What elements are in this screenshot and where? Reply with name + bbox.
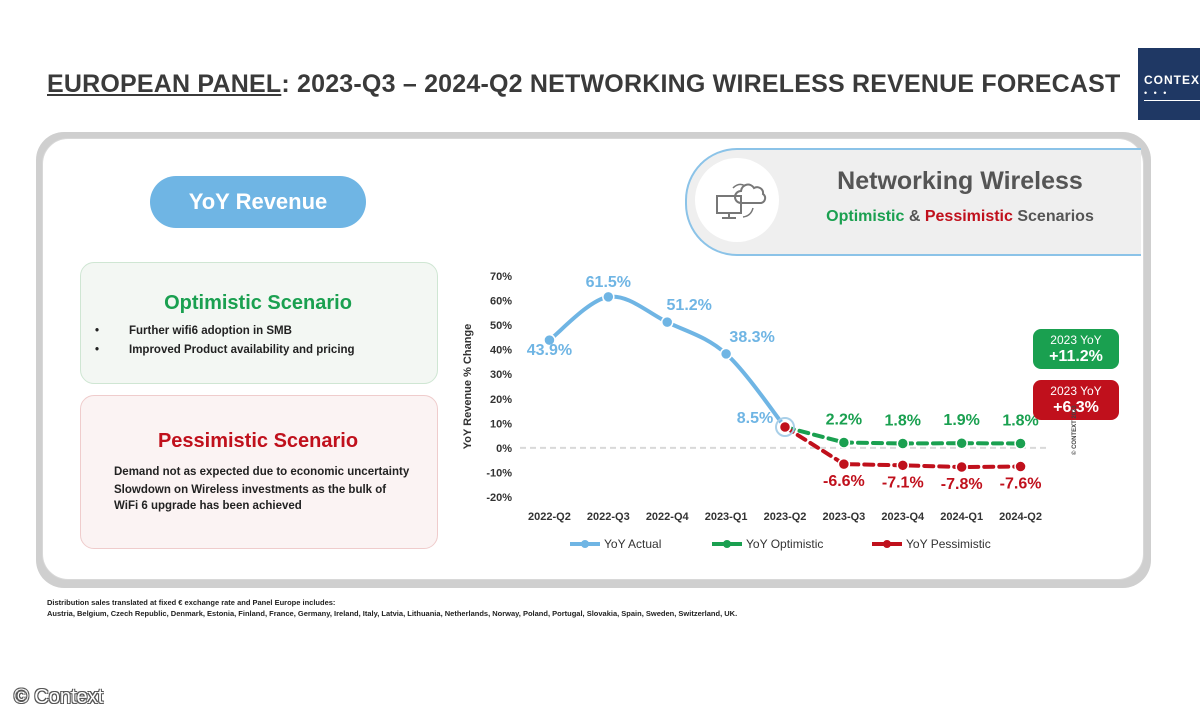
data-point	[955, 460, 968, 474]
x-tick-label: 2023-Q4	[881, 511, 925, 523]
legend-marker	[581, 540, 589, 548]
legend-marker	[723, 540, 731, 548]
data-point	[1014, 460, 1027, 473]
data-label: 1.9%	[943, 412, 979, 429]
pessimistic-2023-value: +6.3%	[1053, 399, 1099, 416]
data-label: 1.8%	[885, 412, 921, 429]
data-label: -7.6%	[1000, 476, 1042, 493]
footnote-line-2: Austria, Belgium, Czech Republic, Denmar…	[47, 609, 738, 618]
bullet-icon: •	[95, 325, 100, 337]
x-tick-label: 2024-Q2	[999, 511, 1042, 523]
x-tick-label: 2022-Q2	[528, 511, 571, 523]
page-title-rest: : 2023-Q3 – 2024-Q2 NETWORKING WIRELESS …	[281, 70, 1121, 98]
x-tick-label: 2023-Q3	[822, 511, 865, 523]
data-label: 2.2%	[826, 411, 862, 428]
footnote-line-1: Distribution sales translated at fixed €…	[47, 598, 336, 607]
pessimistic-bullet: Slowdown on Wireless investments as the …	[114, 484, 387, 496]
legend-label: YoY Actual	[604, 537, 661, 551]
pessimistic-bullet: Demand not as expected due to economic u…	[114, 466, 410, 478]
data-label: 38.3%	[729, 329, 774, 346]
data-label: -7.8%	[941, 476, 983, 493]
pessimistic-bullet: WiFi 6 upgrade has been achieved	[114, 500, 302, 512]
optimistic-2023-yoy-box: 2023 YoY +11.2%	[1033, 329, 1119, 369]
data-point	[896, 459, 910, 472]
y-tick-label: 60%	[490, 296, 512, 308]
optimistic-scenario-title: Optimistic Scenario	[164, 292, 352, 314]
context-watermark: © Context	[14, 686, 104, 708]
optimistic-scenario-box	[80, 262, 438, 384]
x-tick-label: 2022-Q4	[646, 511, 690, 523]
data-label: 1.8%	[1002, 412, 1038, 429]
optimistic-bullet-text: Further wifi6 adoption in SMB	[129, 325, 292, 337]
legend-label: YoY Optimistic	[746, 537, 823, 551]
yoy-revenue-pill: YoY Revenue	[150, 176, 366, 228]
x-tick-label: 2024-Q1	[940, 511, 983, 523]
data-point	[1014, 437, 1027, 450]
junction-ring	[775, 417, 795, 438]
y-tick-label: 0%	[496, 443, 512, 455]
logo-rule	[1144, 100, 1200, 101]
y-tick-label: -10%	[486, 467, 512, 479]
page-title-underlined: EUROPEAN PANEL	[47, 70, 282, 98]
x-tick-label: 2023-Q2	[764, 511, 807, 523]
data-label: 8.5%	[737, 410, 773, 427]
optimistic-bullet: • Improved Product availability and prici…	[95, 344, 355, 356]
product-title: Networking Wireless	[837, 167, 1083, 195]
y-tick-label: 70%	[490, 271, 512, 283]
data-point	[837, 436, 851, 449]
data-point	[955, 436, 968, 450]
x-tick-label: 2022-Q3	[587, 511, 630, 523]
data-point	[602, 290, 615, 304]
logo-dots-icon: • • •	[1144, 88, 1169, 98]
pessimistic-2023-label: 2023 YoY	[1050, 384, 1102, 398]
data-point	[837, 457, 851, 471]
pessimistic-scenario-title: Pessimistic Scenario	[157, 430, 359, 452]
y-tick-label: 20%	[490, 394, 512, 406]
y-tick-label: 50%	[490, 320, 512, 332]
subtitle-optimistic: Optimistic	[826, 208, 905, 225]
data-point	[543, 333, 556, 347]
y-axis-label: YoY Revenue % Change	[462, 324, 474, 450]
x-tick-label: 2023-Q1	[705, 511, 748, 523]
context-logo: CONTEXT • • •	[1138, 48, 1200, 120]
data-label: -7.1%	[882, 474, 924, 491]
subtitle-amp: &	[904, 208, 925, 225]
data-label: 61.5%	[586, 274, 631, 291]
data-point	[896, 437, 910, 450]
optimistic-bullet-text: Improved Product availability and pricin…	[129, 344, 355, 356]
optimistic-bullet: • Further wifi6 adoption in SMB	[95, 325, 292, 337]
y-tick-label: -20%	[486, 492, 512, 504]
data-point	[778, 420, 792, 434]
y-tick-label: 40%	[490, 345, 512, 357]
chart-copyright: © CONTEXT 2023	[1072, 405, 1078, 455]
legend-label: YoY Pessimistic	[906, 537, 991, 551]
product-subtitle: Optimistic & Pessimistic Scenarios	[790, 208, 1130, 226]
y-tick-label: 30%	[490, 369, 512, 381]
data-label: 43.9%	[527, 342, 572, 359]
data-point	[719, 347, 733, 361]
pessimistic-scenario-box	[80, 395, 438, 549]
networking-icon	[695, 158, 779, 242]
page-title: EUROPEAN PANEL: 2023-Q3 – 2024-Q2 NETWOR…	[47, 70, 1120, 99]
optimistic-2023-value: +11.2%	[1049, 348, 1103, 365]
legend-marker	[883, 540, 891, 548]
data-label: 51.2%	[667, 297, 712, 314]
data-label: -6.6%	[823, 473, 865, 490]
data-point	[660, 315, 674, 329]
subtitle-pessimistic: Pessimistic	[924, 208, 1013, 225]
logo-text: CONTEXT	[1144, 73, 1200, 87]
optimistic-2023-label: 2023 YoY	[1050, 333, 1102, 347]
bullet-icon: •	[95, 344, 100, 356]
subtitle-rest: Scenarios	[1012, 208, 1094, 225]
cloud-computer-icon	[716, 183, 767, 219]
pessimistic-2023-yoy-box: 2023 YoY +6.3%	[1033, 380, 1119, 420]
y-tick-label: 10%	[490, 418, 512, 430]
